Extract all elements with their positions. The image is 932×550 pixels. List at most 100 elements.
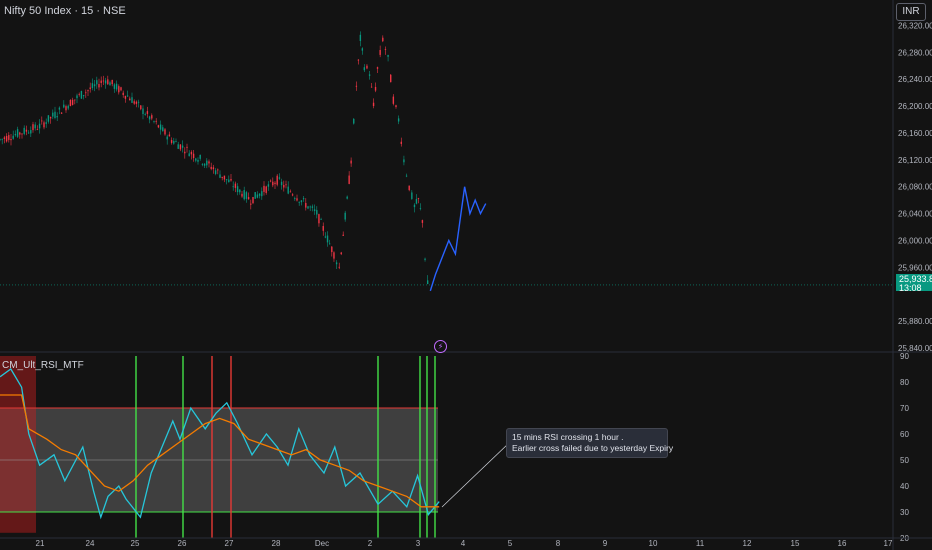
candle-body xyxy=(93,84,96,87)
price-pane xyxy=(0,0,893,352)
candle-body xyxy=(265,186,267,193)
candle-body xyxy=(403,159,405,163)
candle-body xyxy=(164,129,166,135)
candle-body xyxy=(133,101,135,104)
candle-body xyxy=(19,132,21,135)
annotation-callout[interactable]: 15 mins RSI crossing 1 hour . Earlier cr… xyxy=(506,428,673,458)
candle-body xyxy=(162,127,164,132)
candle-body xyxy=(387,54,389,57)
time-tick-label: 11 xyxy=(696,539,705,548)
candle-body xyxy=(421,220,424,223)
candle-body xyxy=(333,252,335,259)
candle-body xyxy=(342,234,344,236)
candle-body xyxy=(269,180,272,182)
rsi-tick-label: 50 xyxy=(900,456,909,465)
candle-body xyxy=(236,186,239,193)
candle-body xyxy=(305,203,307,208)
candle-body xyxy=(338,266,340,268)
candle-body xyxy=(69,99,72,107)
symbol-title: Nifty 50 Index · 15 · NSE xyxy=(4,5,126,17)
candle-body xyxy=(417,198,420,199)
candle-body xyxy=(366,65,368,69)
candle-body xyxy=(118,86,120,93)
candle-body xyxy=(219,174,221,178)
annotation-pointer xyxy=(441,441,511,508)
candle-body xyxy=(230,178,232,181)
time-tick-label: 8 xyxy=(556,539,561,548)
candle-body xyxy=(8,135,10,140)
candle-body xyxy=(199,154,201,159)
candle-body xyxy=(426,280,429,285)
candle-body xyxy=(397,118,400,122)
candle-body xyxy=(173,140,175,144)
candle-body xyxy=(25,129,28,132)
candle-body xyxy=(245,192,248,199)
candle-body xyxy=(179,144,182,150)
candle-body xyxy=(14,133,17,136)
candle-body xyxy=(56,116,58,118)
candle-body xyxy=(392,96,395,104)
candle-body xyxy=(289,191,292,193)
candle-body xyxy=(376,67,379,69)
time-tick-label: 5 xyxy=(508,539,513,548)
candle-body xyxy=(102,80,105,82)
candle-body xyxy=(177,144,179,149)
rsi-tick-label: 90 xyxy=(900,352,909,361)
price-tick-label: 26,200.00 xyxy=(898,102,932,111)
candle-body xyxy=(148,116,151,120)
candle-body xyxy=(328,243,331,245)
candle-body xyxy=(326,235,329,243)
candle-body xyxy=(30,130,32,134)
candle-body xyxy=(363,67,366,71)
candle-body xyxy=(144,114,146,115)
price-tick-label: 25,880.00 xyxy=(898,317,932,326)
candle-body xyxy=(175,141,177,142)
candle-body xyxy=(142,108,144,115)
candle-body xyxy=(411,192,413,199)
currency-button[interactable]: INR xyxy=(896,3,926,21)
candle-body xyxy=(350,160,352,164)
candle-body xyxy=(137,101,140,103)
candle-body xyxy=(276,175,278,185)
time-tick-label: 25 xyxy=(131,539,140,548)
candle-body xyxy=(91,83,94,88)
price-tick-label: 26,080.00 xyxy=(898,183,932,192)
candle-body xyxy=(355,85,358,87)
candle-body xyxy=(45,122,47,124)
candle-body xyxy=(361,48,364,51)
price-tick-label: 26,040.00 xyxy=(898,210,932,219)
candle-body xyxy=(280,181,283,186)
candle-body xyxy=(89,87,91,90)
candle-body xyxy=(261,191,263,197)
candle-body xyxy=(12,135,14,139)
candle-body xyxy=(168,134,171,137)
candle-body xyxy=(291,194,294,196)
candle-body xyxy=(335,262,338,265)
price-tick-label: 26,000.00 xyxy=(898,236,932,245)
candle-body xyxy=(96,80,98,85)
lightning-icon[interactable]: ⚡ xyxy=(434,340,447,353)
candle-body xyxy=(100,80,102,84)
candle-body xyxy=(98,83,100,88)
candle-body xyxy=(243,190,245,200)
time-tick-label: 21 xyxy=(36,539,45,548)
time-tick-label: 17 xyxy=(884,539,893,548)
candle-body xyxy=(170,140,173,143)
candle-body xyxy=(23,127,25,134)
time-tick-label: 15 xyxy=(791,539,800,548)
candle-body xyxy=(135,101,138,104)
candle-body xyxy=(151,115,153,119)
candle-body xyxy=(146,111,149,114)
candle-body xyxy=(300,200,303,203)
candle-body xyxy=(324,236,327,238)
candle-body xyxy=(313,209,316,212)
candle-body xyxy=(188,153,190,157)
time-tick-label: Dec xyxy=(315,539,329,548)
candle-body xyxy=(1,138,3,140)
candle-body xyxy=(195,158,197,161)
candle-body xyxy=(318,214,320,224)
candle-body xyxy=(252,197,254,204)
candle-body xyxy=(190,151,193,155)
candle-body xyxy=(63,104,65,108)
